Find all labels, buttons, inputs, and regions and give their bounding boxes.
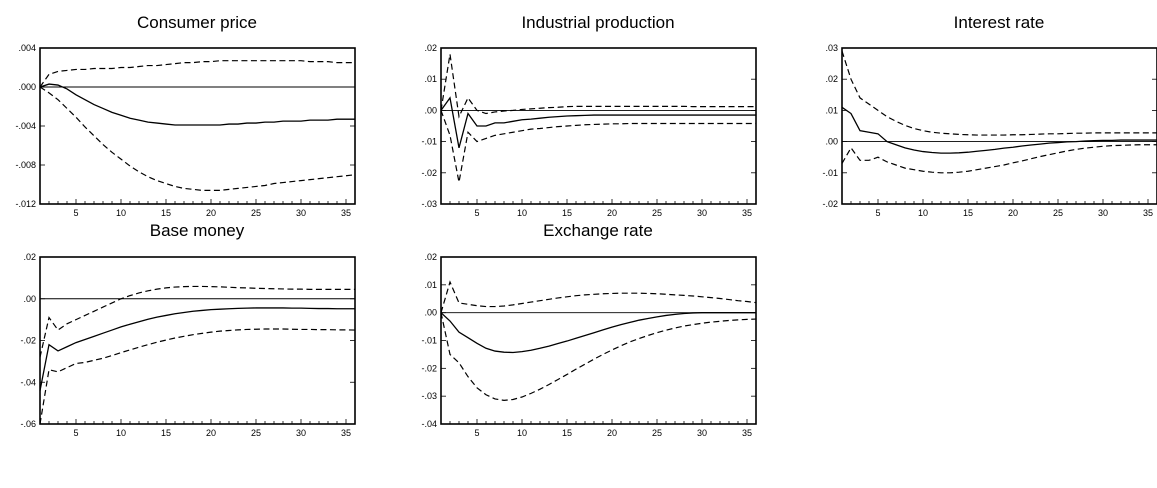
lower-confidence-band [39,86,356,191]
plot-frame [841,47,1157,205]
plot-frame [39,256,356,425]
plot-frame [39,47,356,205]
y-tick-label: .000 [18,82,36,92]
y-tick-label: .03 [825,43,838,53]
x-tick-label: 20 [607,428,617,438]
y-tick-label: .00 [424,105,437,115]
x-tick-label: 20 [607,208,617,218]
x-tick-label: 35 [742,428,752,438]
y-tick-label: .02 [424,43,437,53]
y-tick-label: .00 [424,308,437,318]
y-tick-label: .00 [23,294,36,304]
x-tick-label: 5 [73,208,78,218]
chart-title: Interest rate [954,13,1045,32]
chart-panel: Interest rate 5 10 15 20 25 30 35 .03 .02 .01 .00 -.… [822,13,1157,218]
x-tick-label: 20 [206,208,216,218]
x-tick-label: 30 [296,208,306,218]
x-tick-label: 25 [652,208,662,218]
x-tick-label: 20 [1008,208,1018,218]
chart-panel: Industrial production 5 10 15 20 25 30 35 .02 .01… [421,13,757,218]
y-tick-label: -.01 [421,137,437,147]
chart-title: Consumer price [137,13,257,32]
chart-title: Industrial production [521,13,674,32]
y-tick-label: -.02 [421,168,437,178]
x-tick-label: 10 [116,428,126,438]
x-tick-label: 5 [474,208,479,218]
x-tick-label: 15 [963,208,973,218]
y-tick-label: -.008 [15,160,36,170]
impulse-response-line [440,312,756,354]
x-tick-label: 30 [296,428,306,438]
y-tick-label: -.01 [822,168,838,178]
y-tick-label: -.012 [15,199,36,209]
x-tick-label: 35 [742,208,752,218]
x-tick-label: 20 [206,428,216,438]
y-tick-label: -.03 [421,391,437,401]
y-tick-label: -.02 [822,199,838,209]
x-tick-label: 5 [73,428,78,438]
x-tick-label: 15 [562,208,572,218]
impulse-response-line [39,307,355,391]
y-tick-label: .004 [18,43,36,53]
upper-confidence-band [440,280,757,313]
chart-panel: Consumer price 5 10 15 20 25 30 35 .004 .000 -.004… [15,13,356,218]
upper-confidence-band [440,54,756,119]
y-tick-label: .02 [23,252,36,262]
x-tick-label: 25 [251,428,261,438]
chart-title: Exchange rate [543,221,653,240]
x-tick-label: 5 [474,428,479,438]
chart-panel: Exchange rate 5 10 15 20 25 30 35 .02 .01 .00 -.01 -… [421,221,757,438]
lower-confidence-band [440,110,756,183]
y-tick-label: .01 [825,105,838,115]
plot-frame [440,47,757,205]
upper-confidence-band [39,285,355,358]
y-tick-label: -.01 [421,336,437,346]
x-tick-label: 10 [517,208,527,218]
x-tick-label: 35 [341,428,351,438]
x-tick-label: 35 [341,208,351,218]
x-tick-label: 30 [697,428,707,438]
x-tick-label: 5 [875,208,880,218]
y-tick-label: -.03 [421,199,437,209]
x-tick-label: 30 [1098,208,1108,218]
x-tick-label: 15 [161,208,171,218]
chart-title: Base money [150,221,245,240]
x-tick-label: 35 [1143,208,1153,218]
lower-confidence-band [39,328,356,425]
y-tick-label: .00 [825,137,838,147]
lower-confidence-band [440,312,757,401]
chart-panel: Base money 5 10 15 20 25 30 35 .02 .00 -.02 -.04 -.0… [20,221,356,438]
x-tick-label: 10 [116,208,126,218]
y-tick-label: .02 [424,252,437,262]
plot-frame [440,256,757,425]
lower-confidence-band [841,144,1157,174]
y-tick-label: .01 [424,74,437,84]
x-tick-label: 30 [697,208,707,218]
y-tick-label: -.04 [421,419,437,429]
impulse-response-line [39,83,355,126]
upper-confidence-band [39,60,355,88]
y-tick-label: -.04 [20,377,36,387]
x-tick-label: 25 [1053,208,1063,218]
x-tick-label: 15 [161,428,171,438]
impulse-response-line [841,106,1157,154]
x-tick-label: 10 [517,428,527,438]
y-tick-label: .01 [424,280,437,290]
impulse-response-line [440,96,756,149]
x-tick-label: 15 [562,428,572,438]
y-tick-label: -.004 [15,121,36,131]
x-tick-label: 10 [918,208,928,218]
y-tick-label: -.02 [20,336,36,346]
x-tick-label: 25 [652,428,662,438]
y-tick-label: .02 [825,74,838,84]
x-tick-label: 25 [251,208,261,218]
y-tick-label: -.02 [421,363,437,373]
y-tick-label: -.06 [20,419,36,429]
